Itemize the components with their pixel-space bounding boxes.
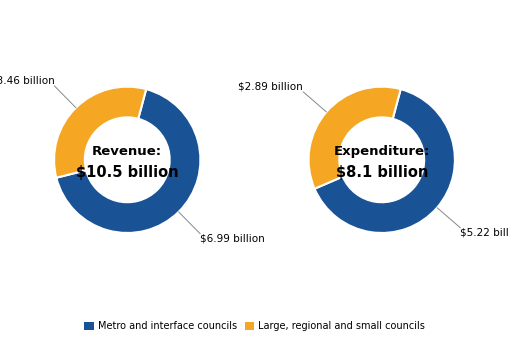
Legend: Metro and interface councils, Large, regional and small councils: Metro and interface councils, Large, reg… — [80, 317, 429, 335]
Wedge shape — [308, 87, 401, 189]
Wedge shape — [56, 89, 201, 233]
Wedge shape — [315, 89, 455, 233]
Text: $3.46 billion: $3.46 billion — [0, 76, 54, 86]
Text: $8.1 billion: $8.1 billion — [335, 166, 428, 181]
Text: Expenditure:: Expenditure: — [333, 144, 430, 157]
Text: Revenue:: Revenue: — [92, 144, 162, 157]
Text: $2.89 billion: $2.89 billion — [238, 82, 303, 92]
Text: $10.5 billion: $10.5 billion — [76, 166, 179, 181]
Text: $5.22 billion: $5.22 billion — [460, 228, 509, 238]
Wedge shape — [54, 87, 146, 178]
Text: $6.99 billion: $6.99 billion — [200, 234, 265, 244]
